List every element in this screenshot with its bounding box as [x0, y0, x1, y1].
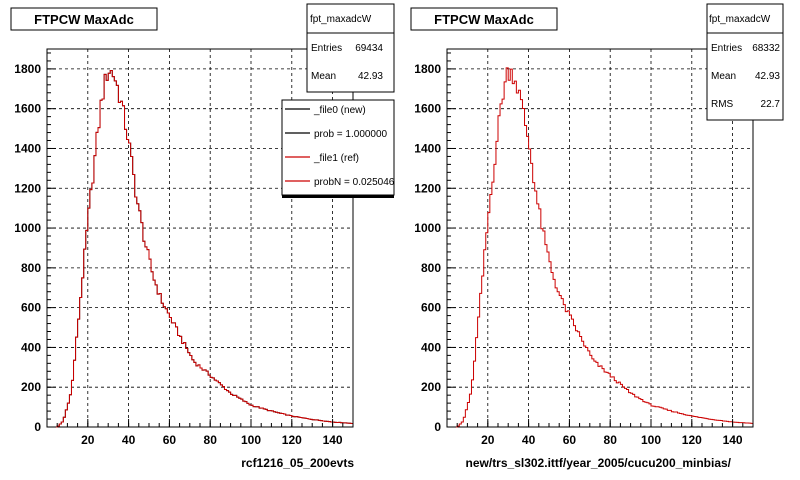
left-series-1: [47, 70, 354, 428]
left-ytick-label: 600: [21, 301, 41, 315]
right-ytick-label: 1200: [414, 181, 441, 195]
left-stats-name: fpt_maxadcW: [310, 14, 372, 25]
right-panel: FTPCW MaxAdc 20 40 60 80 100 120 1400200400600…: [410, 3, 784, 470]
left-xtick-label: 60: [163, 433, 177, 447]
legend-entry-1: _file0 (new): [313, 105, 366, 116]
right-series-0: [447, 67, 754, 428]
right-ticks: 20 40 60 80 100 120 14002004006008001000120014…: [414, 52, 754, 447]
left-ytick-label: 1000: [14, 221, 41, 235]
right-stats-entries-label: Entries: [711, 43, 742, 54]
right-stats-mean-label: Mean: [711, 71, 736, 82]
right-stats-mean-value: 42.93: [755, 71, 780, 82]
legend-entry-2: prob = 1.000000: [314, 129, 388, 140]
right-ytick-label: 200: [421, 380, 441, 394]
right-xtick-label: 40: [522, 433, 536, 447]
right-plot-frame: [446, 48, 754, 428]
right-title-box: [410, 7, 558, 31]
right-grid: [447, 49, 753, 427]
left-title-box: [10, 7, 158, 31]
left-panel: FTPCW MaxAdc 20 40 60 80 100 120 1400200400600…: [10, 3, 395, 470]
left-ytick-label: 400: [21, 340, 41, 354]
left-ytick-label: 0: [34, 420, 41, 434]
left-legend: _file0 (new) prob = 1.000000 _file1 (ref…: [281, 99, 395, 198]
right-x-axis-label: new/trs_sl302.ittf/year_2005/cucu200_min…: [466, 456, 732, 470]
right-ytick-label: 1800: [414, 62, 441, 76]
left-xtick-label: 120: [282, 433, 302, 447]
right-title: FTPCW MaxAdc: [434, 12, 534, 27]
left-ytick-label: 1200: [14, 181, 41, 195]
right-xtick-label: 140: [723, 433, 743, 447]
left-stats-entries-value: 69434: [355, 43, 383, 54]
right-ytick-label: 600: [421, 301, 441, 315]
left-stats-mean-label: Mean: [311, 71, 336, 82]
right-ytick-label: 1400: [414, 141, 441, 155]
right-xtick-label: 100: [641, 433, 661, 447]
right-stats-name: fpt_maxadcW: [709, 14, 771, 25]
left-ytick-label: 200: [21, 380, 41, 394]
right-stats-entries-value: 68332: [752, 43, 780, 54]
left-ytick-label: 1600: [14, 102, 41, 116]
left-stats-box: fpt_maxadcW Entries 69434 Mean 42.93: [306, 3, 395, 93]
right-ytick-label: 400: [421, 340, 441, 354]
right-stats-rms-label: RMS: [711, 99, 734, 110]
right-xtick-label: 120: [682, 433, 702, 447]
right-ytick-label: 1600: [414, 102, 441, 116]
right-xtick-label: 80: [604, 433, 618, 447]
left-xtick-label: 100: [241, 433, 261, 447]
left-x-axis-label: rcf1216_05_200evts: [241, 456, 354, 470]
left-stats-entries-label: Entries: [311, 43, 342, 54]
legend-entry-3: _file1 (ref): [313, 153, 359, 164]
right-ytick-label: 0: [434, 420, 441, 434]
right-histogram: [447, 67, 754, 428]
left-ytick-label: 1800: [14, 62, 41, 76]
left-stats-mean-value: 42.93: [358, 71, 383, 82]
legend-entry-4: probN = 0.025046: [314, 177, 395, 188]
right-ytick-label: 800: [421, 261, 441, 275]
left-histogram: [47, 70, 354, 428]
right-xtick-label: 60: [563, 433, 577, 447]
right-xtick-label: 20: [481, 433, 495, 447]
left-xtick-label: 80: [204, 433, 218, 447]
left-ticks: 20 40 60 80 100 120 14002004006008001000120014…: [14, 52, 354, 447]
right-ytick-label: 1000: [414, 221, 441, 235]
left-xtick-label: 20: [81, 433, 95, 447]
right-stats-box: fpt_maxadcW Entries 68332 Mean 42.93 RMS…: [706, 3, 784, 121]
left-xtick-label: 40: [122, 433, 136, 447]
left-title: FTPCW MaxAdc: [34, 12, 134, 27]
right-stats-rms-value: 22.7: [761, 99, 781, 110]
left-xtick-label: 140: [323, 433, 343, 447]
left-ytick-label: 800: [21, 261, 41, 275]
left-ytick-label: 1400: [14, 141, 41, 155]
